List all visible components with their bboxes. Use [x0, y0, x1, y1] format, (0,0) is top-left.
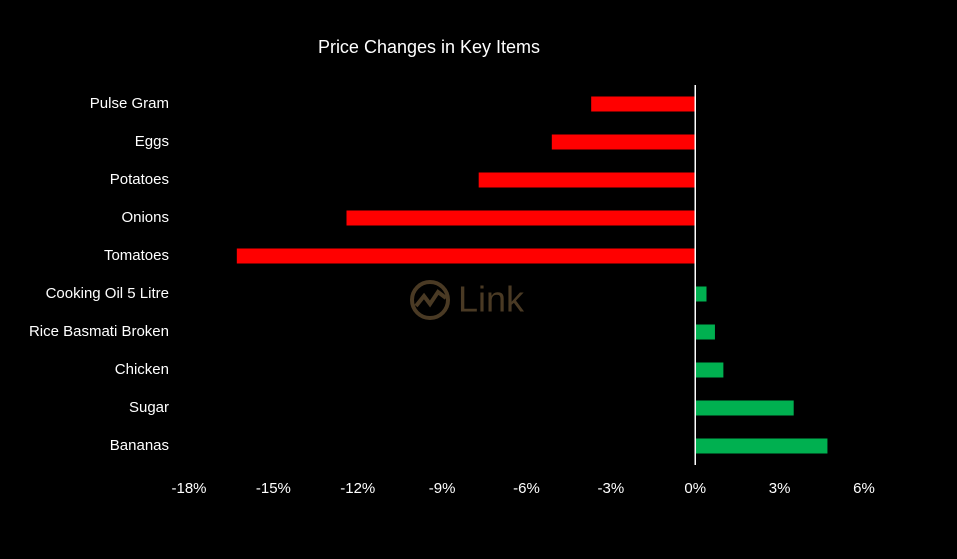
x-tick-label: -6% [513, 480, 540, 497]
y-tick-label: Tomatoes [104, 247, 169, 264]
bar [695, 324, 715, 340]
y-tick-label: Bananas [110, 437, 169, 454]
x-tick-label: -18% [171, 480, 206, 497]
bar [695, 400, 794, 416]
logo-ring [410, 280, 450, 320]
y-tick-label: Chicken [115, 361, 169, 378]
x-tick-label: 0% [684, 480, 706, 497]
y-tick-label: Cooking Oil 5 Litre [46, 285, 169, 302]
y-tick-label: Potatoes [110, 171, 169, 188]
x-tick-label: -9% [429, 480, 456, 497]
y-tick-label: Sugar [129, 399, 169, 416]
watermark: Link [458, 279, 525, 320]
y-tick-label: Onions [121, 209, 169, 226]
x-tick-label: -12% [340, 480, 375, 497]
bar [551, 134, 696, 150]
bar [478, 172, 696, 188]
bar [695, 362, 724, 378]
x-tick-label: -15% [256, 480, 291, 497]
chart-title: Price Changes in Key Items [318, 37, 540, 57]
y-tick-label: Eggs [135, 133, 169, 150]
x-tick-label: 3% [769, 480, 791, 497]
bar [591, 96, 696, 112]
bar [695, 438, 828, 454]
bar [346, 210, 696, 226]
y-tick-label: Rice Basmati Broken [29, 323, 169, 340]
y-tick-label: Pulse Gram [90, 95, 169, 112]
logo-zigzag [414, 289, 448, 308]
watermark-logo: Link [410, 279, 525, 320]
bar [236, 248, 696, 264]
bar [695, 286, 707, 302]
x-tick-label: 6% [853, 480, 875, 497]
x-tick-label: -3% [598, 480, 625, 497]
